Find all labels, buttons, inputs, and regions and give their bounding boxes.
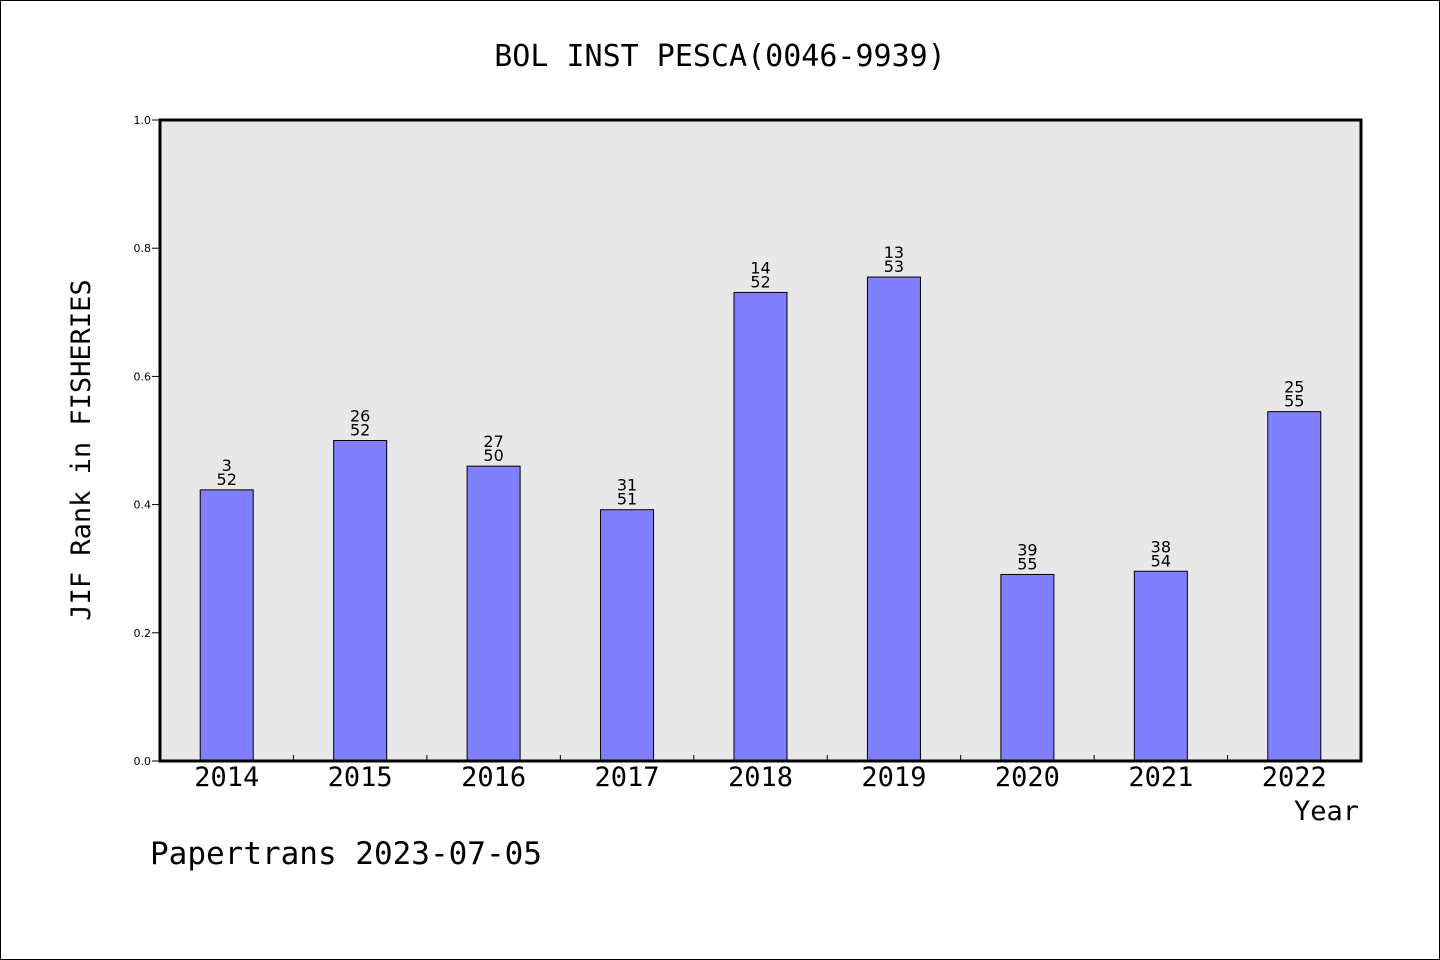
bar-total-label: 55: [1017, 554, 1037, 573]
bar-2017: [600, 509, 655, 762]
y-tick-label: 1.0: [134, 114, 152, 127]
bar-rank-label: 13: [884, 243, 904, 262]
bar-rank-label: 26: [350, 407, 370, 426]
y-tick-label: 0.0: [134, 755, 152, 768]
chart-title: BOL INST PESCA(0046-9939): [494, 39, 946, 74]
bar-rank-label: 31: [617, 476, 637, 495]
y-tick-label: 0.6: [134, 370, 152, 383]
y-tick-label: 0.4: [134, 499, 152, 512]
bar-total-label: 54: [1151, 551, 1171, 570]
x-tick-label: 2022: [1262, 762, 1327, 793]
bar-2015: [333, 440, 388, 762]
y-axis-ticks: 0.0 0.2 0.4 0.6 0.8 1.0: [134, 114, 160, 768]
bar-rank-label: 14: [750, 258, 770, 277]
x-tick-label: 2021: [1128, 762, 1193, 793]
bar-2020: [1000, 573, 1055, 762]
x-tick-label: 2016: [461, 762, 526, 793]
x-axis-ticks: 2014 2015 2016 2017 2018 2019 2020 2021 2022: [194, 755, 1327, 793]
bar-rank-label: 39: [1017, 540, 1037, 559]
x-tick-label: 2014: [194, 762, 259, 793]
bar-2019: [866, 276, 921, 762]
y-axis-label: JIF Rank in FISHERIES: [66, 279, 97, 620]
x-tick-label: 2020: [995, 762, 1060, 793]
bar-total-label: 52: [750, 272, 770, 291]
plot-border: [158, 118, 1363, 763]
bar-2022: [1267, 411, 1322, 762]
x-tick-label: 2015: [328, 762, 393, 793]
bar-total-label: 52: [350, 421, 370, 440]
bar-2021: [1133, 570, 1188, 762]
x-tick-label: 2017: [595, 762, 660, 793]
bar-2014: [199, 489, 254, 762]
x-tick-label: 2018: [728, 762, 793, 793]
bars-group: [199, 276, 1322, 762]
bar-total-label: 52: [217, 470, 237, 489]
y-tick-label: 0.8: [134, 242, 152, 255]
bar-rank-label: 27: [483, 432, 503, 451]
x-tick-label: 2019: [861, 762, 926, 793]
bar-rank-label: 25: [1284, 378, 1304, 397]
bar-total-label: 50: [483, 446, 503, 465]
footer-source-date: Papertrans 2023-07-05: [150, 836, 542, 872]
bar-2018: [733, 291, 788, 762]
y-tick-label: 0.2: [134, 627, 152, 640]
bar-rank-label: 3: [222, 456, 232, 475]
bar-total-label: 51: [617, 490, 637, 509]
bar-2016: [466, 465, 521, 762]
bar-rank-label: 38: [1151, 537, 1171, 556]
bar-total-label: 55: [1284, 392, 1304, 411]
bar-total-label: 53: [884, 257, 904, 276]
x-axis-label: Year: [1294, 796, 1359, 827]
